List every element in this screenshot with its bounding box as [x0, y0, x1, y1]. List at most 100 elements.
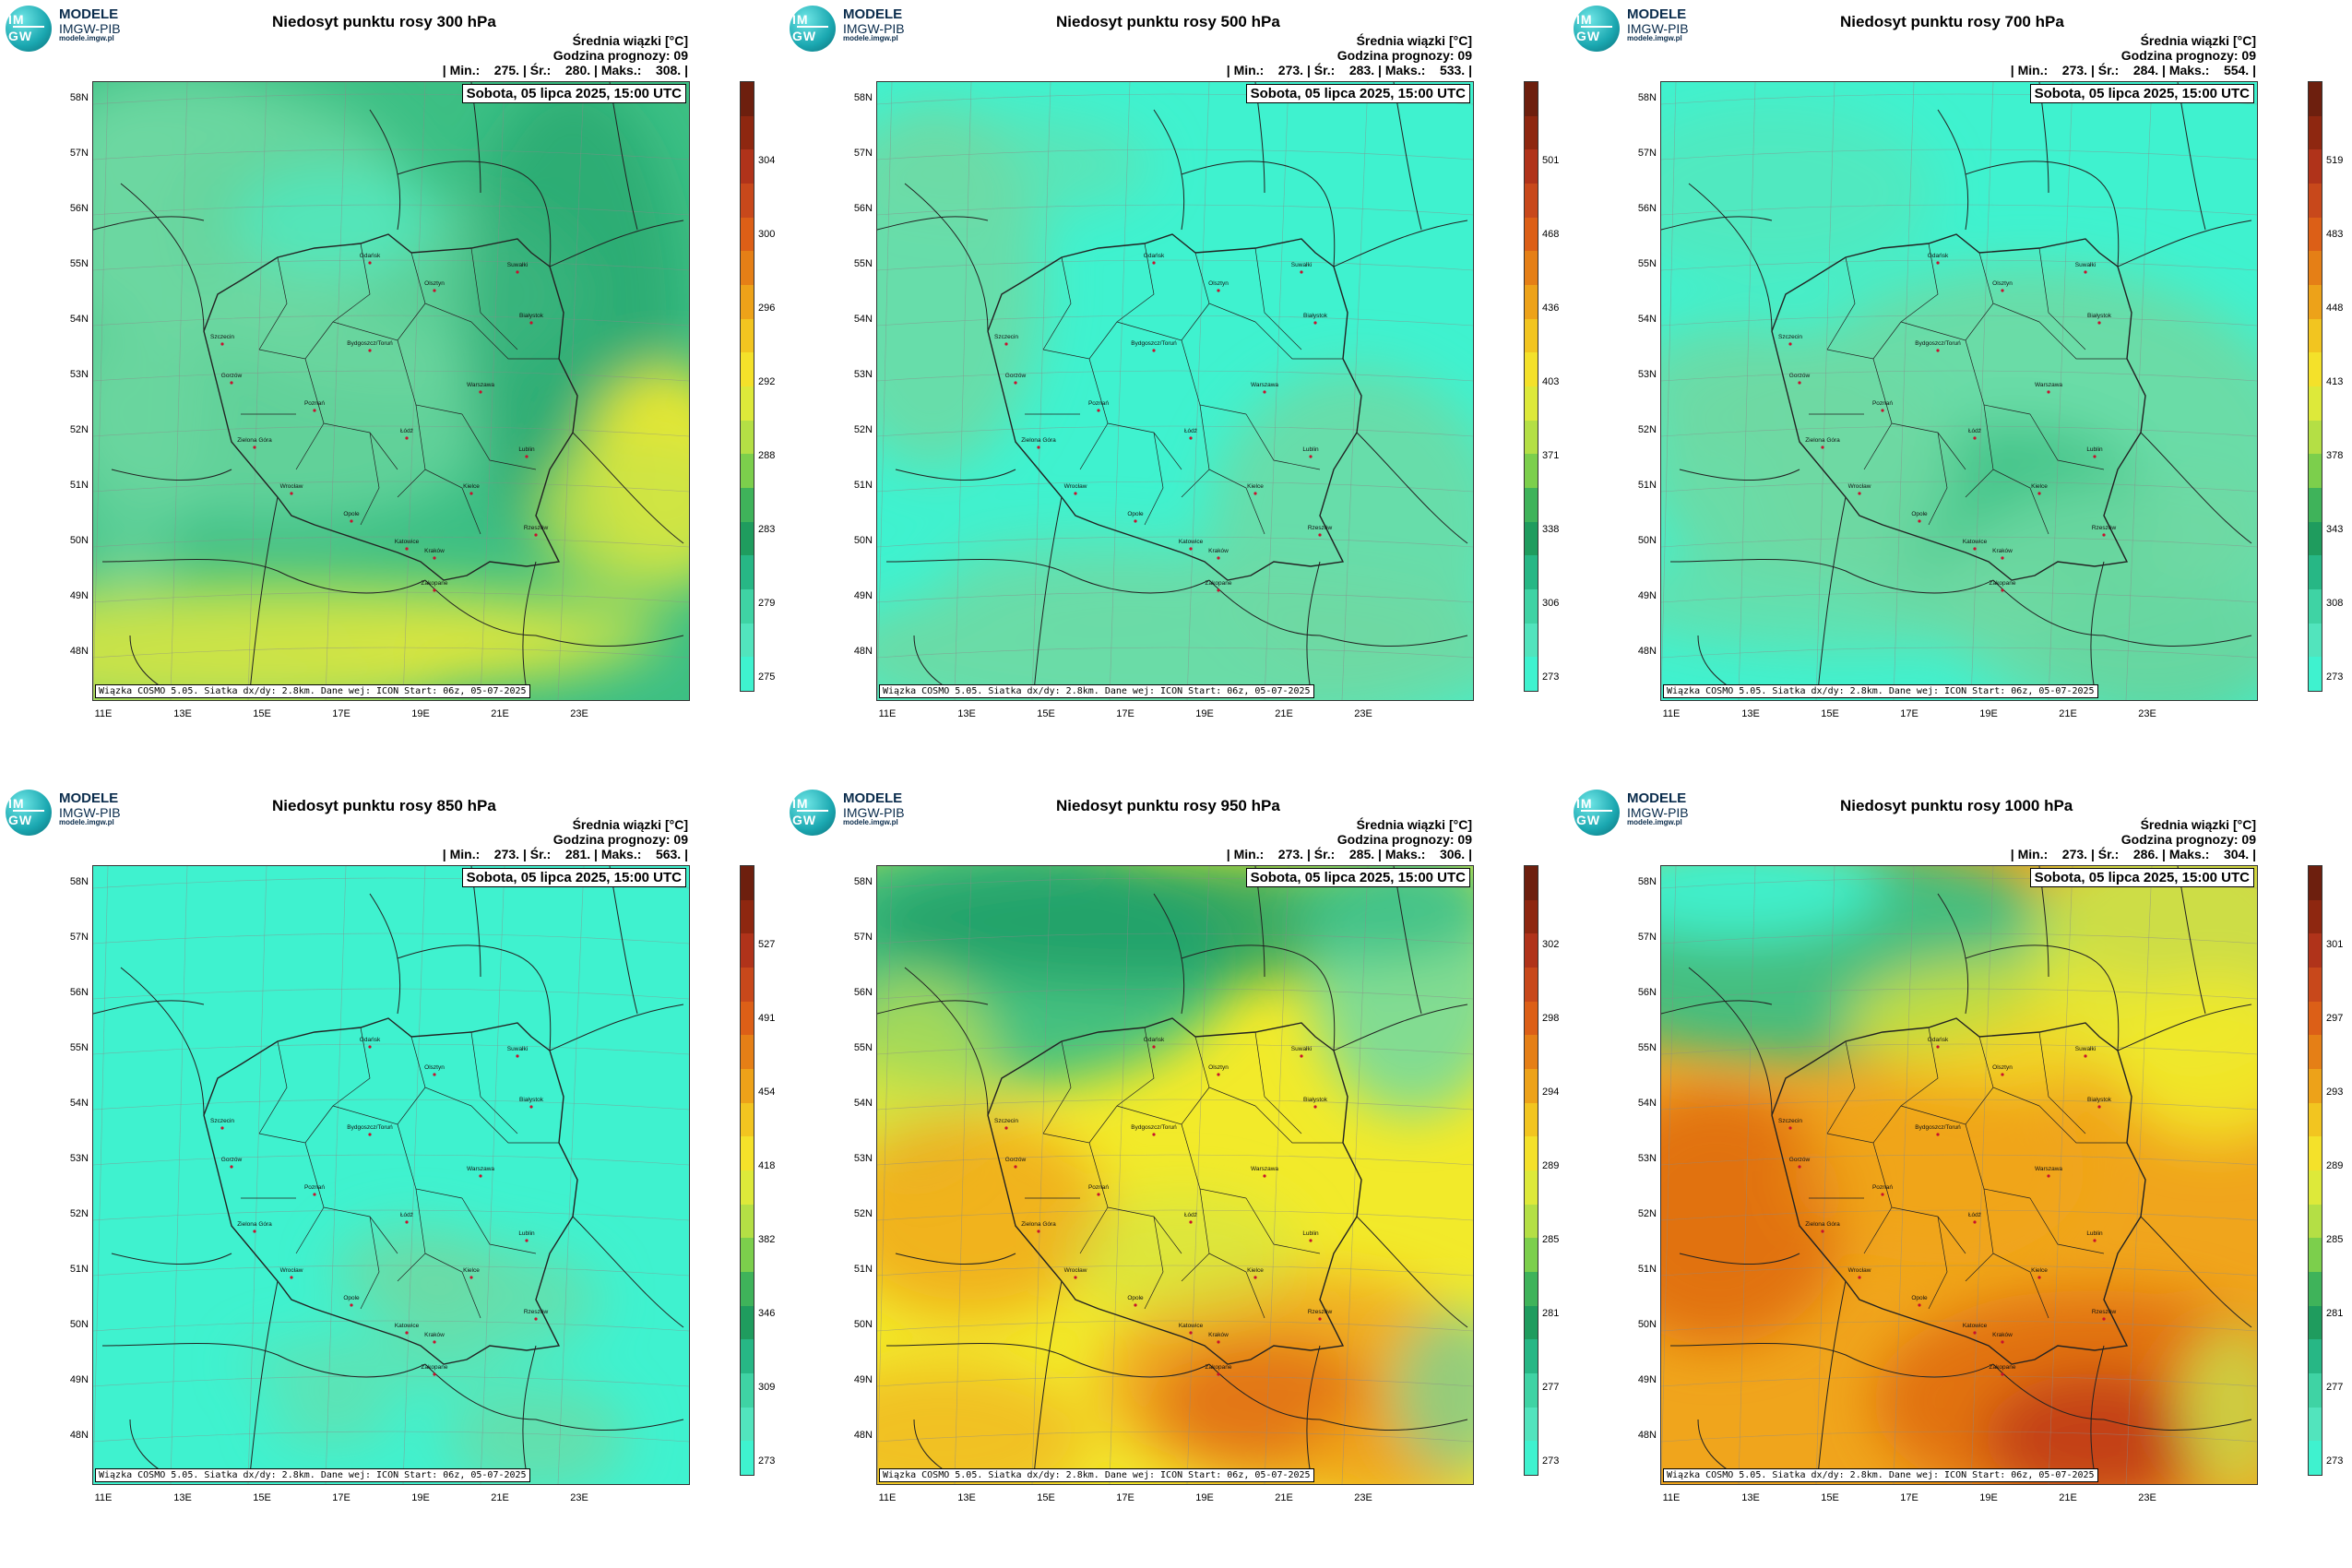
colorbar-step	[1525, 866, 1538, 900]
voivodeship-line	[1254, 321, 1343, 360]
city-label: Suwałki	[507, 262, 528, 268]
latitude-tick-label: 53N	[1637, 369, 1657, 380]
city-label: Warszawa	[2035, 382, 2062, 388]
latitude-line	[93, 591, 689, 603]
latitude-line	[93, 647, 689, 659]
colorbar-label: 371	[1542, 450, 1560, 461]
voivodeship-line	[1900, 1027, 1939, 1107]
colorbar-step	[1525, 521, 1538, 556]
colorbar-step	[2309, 1271, 2322, 1306]
border-line	[2117, 220, 2252, 267]
latitude-line	[1661, 1209, 2257, 1221]
colorbar-step	[741, 657, 754, 691]
latitude-line	[877, 988, 1473, 1000]
longitude-tick-label: 11E	[878, 1492, 897, 1503]
city-label: Rzeszów	[524, 525, 549, 531]
city-label: Zielona Góra	[1805, 437, 1840, 444]
city-label: Warszawa	[1251, 382, 1278, 388]
latitude-line	[1661, 425, 2257, 437]
city-label: Łódź	[1968, 428, 1981, 434]
longitude-tick-label: 21E	[1275, 1492, 1293, 1503]
colorbar-label: 298	[1542, 1013, 1560, 1024]
colorbar-step	[1525, 967, 1538, 1002]
border-line	[877, 216, 989, 231]
field-blob	[1790, 1078, 2085, 1263]
colorbar-step	[2309, 420, 2322, 455]
city-label: Gorzów	[1005, 373, 1027, 379]
city-label: Opole	[1911, 1295, 1928, 1301]
logo-line-3: modele.imgw.pl	[59, 818, 114, 827]
border-line	[424, 1363, 684, 1431]
city-label: Gorzów	[1005, 1157, 1027, 1163]
longitude-tick-label: 17E	[1900, 708, 1918, 719]
latitude-tick-label: 56N	[69, 203, 89, 214]
colorbar-step	[1525, 588, 1538, 624]
colorbar-step	[2309, 318, 2322, 353]
colorbar-step	[2309, 115, 2322, 150]
longitude-line	[1738, 82, 1756, 700]
city-marker	[1152, 1133, 1156, 1136]
border-line	[1937, 893, 1969, 1015]
longitude-line	[170, 82, 188, 700]
city-label: Zakopane	[1990, 580, 2016, 587]
city-label: Rzeszów	[1308, 1309, 1333, 1315]
latitude-tick-label: 56N	[69, 987, 89, 998]
city-marker	[433, 1340, 436, 1344]
voivodeship-line	[2029, 413, 2105, 470]
city-label: Kraków	[424, 1332, 445, 1338]
colorbar-step	[1525, 183, 1538, 218]
city-label: Katowice	[395, 1323, 420, 1329]
latitude-line	[877, 1043, 1473, 1055]
city-marker	[1936, 1045, 1940, 1049]
voivodeship-borders	[1025, 243, 1343, 535]
colorbar-step	[2309, 1441, 2322, 1475]
city-marker	[350, 519, 353, 523]
border-line	[1306, 1345, 1321, 1476]
logo-mark-top: IM	[792, 12, 809, 27]
logo-line-1: MODELE	[843, 6, 903, 22]
latitude-line	[877, 1320, 1473, 1332]
longitude-tick-label: 11E	[1662, 708, 1681, 719]
colorbar-step	[1525, 386, 1538, 421]
poland-border	[987, 1017, 1362, 1365]
latitude-line	[877, 1154, 1473, 1166]
longitude-line	[1661, 82, 1677, 700]
forecast-hour: Godzina prognozy: 09	[1336, 48, 1472, 63]
city-label: Wrocław	[280, 483, 303, 490]
longitude-tick-label: 19E	[411, 708, 430, 719]
latitude-line	[1661, 1431, 2257, 1443]
longitude-line	[93, 866, 109, 1484]
colorbar-label: 273	[1542, 1455, 1560, 1467]
colorbar-label: 501	[1542, 155, 1560, 166]
city-label: Lublin	[1302, 1230, 1319, 1237]
latitude-tick-label: 56N	[1637, 987, 1657, 998]
city-label: Zielona Góra	[237, 1221, 272, 1228]
voivodeship-line	[1208, 469, 1265, 535]
city-label: Opole	[343, 511, 360, 517]
colorbar-label: 285	[2326, 1234, 2344, 1245]
forecast-panel: IM GW MODELE IMGW-PIB modele.imgw.pl Niedosyt…	[1568, 0, 2352, 784]
colorbar-step	[741, 1441, 754, 1475]
border-line	[1661, 216, 1773, 231]
latitude-tick-label: 48N	[69, 646, 89, 657]
logo-line-2: IMGW-PIB	[1627, 20, 1689, 36]
border-line	[369, 109, 401, 231]
city-label: Kraków	[1208, 1332, 1229, 1338]
longitude-tick-label: 19E	[1979, 1492, 1998, 1503]
legend-title: Średnia wiązki [°C]	[1356, 33, 1472, 48]
border-line	[904, 183, 989, 332]
longitude-tick-label: 19E	[1195, 1492, 1214, 1503]
city-label: Kielce	[1247, 1267, 1264, 1274]
latitude-tick-label: 58N	[853, 876, 873, 887]
colorbar-step	[1525, 657, 1538, 691]
imgw-logo: IM GW MODELE IMGW-PIB modele.imgw.pl	[6, 6, 153, 52]
city-label: Bydgoszcz/Toruń	[1131, 340, 1177, 347]
colorbar-step	[2309, 1136, 2322, 1170]
city-label: Lublin	[2086, 1230, 2103, 1237]
border-line	[1992, 579, 2252, 647]
city-marker	[220, 1126, 224, 1130]
city-label: Białystok	[2087, 1097, 2112, 1103]
colorbar-step	[1525, 115, 1538, 150]
colorbar-step	[1525, 1204, 1538, 1239]
city-label: Łódź	[400, 428, 413, 434]
